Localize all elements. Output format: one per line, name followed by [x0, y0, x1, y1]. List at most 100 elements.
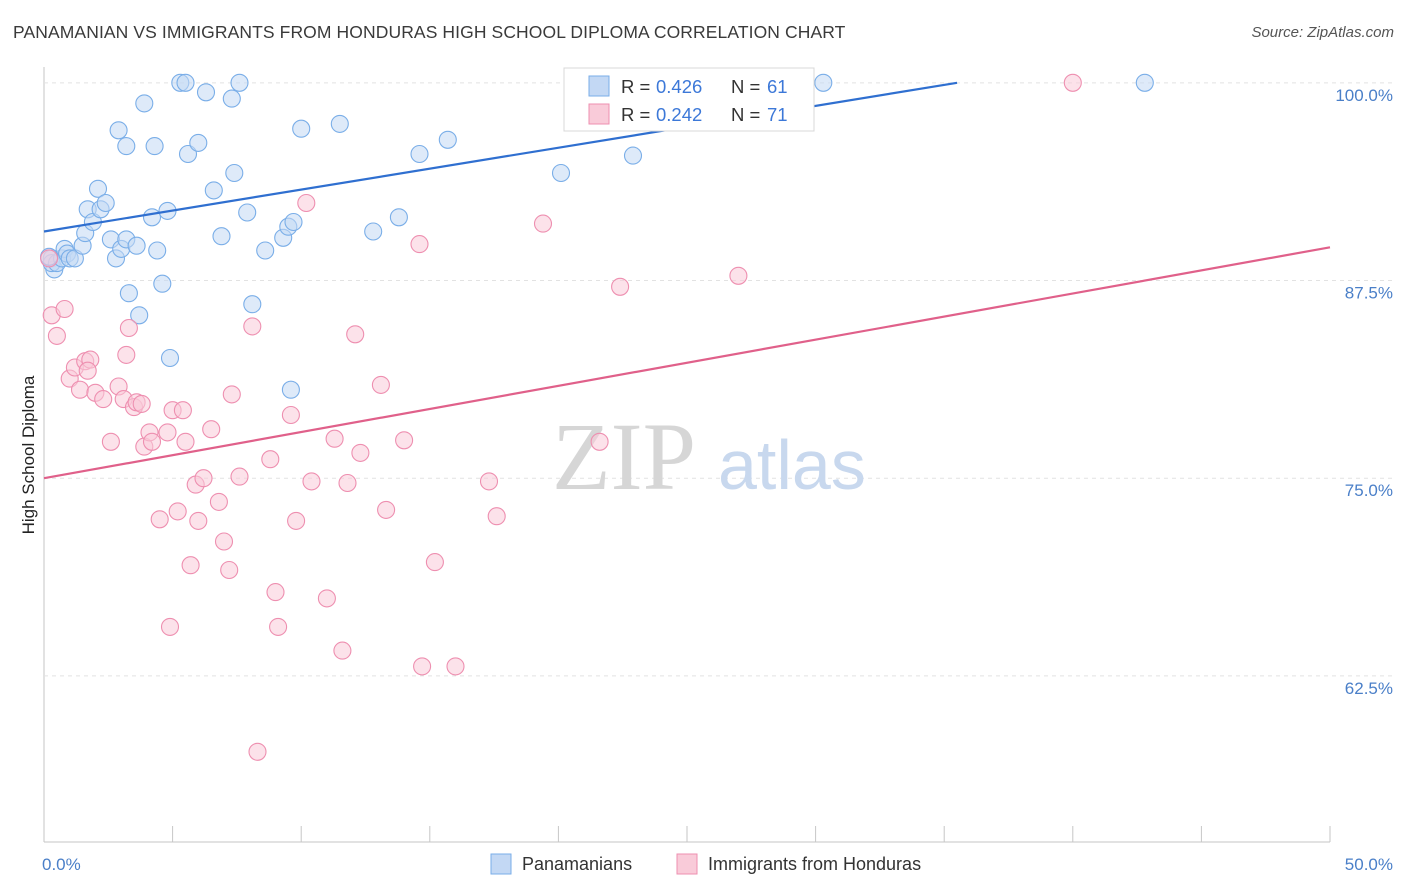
data-point	[330, 114, 349, 133]
data-point	[168, 502, 187, 521]
data-point	[351, 443, 370, 462]
data-point	[130, 306, 149, 325]
legend-swatch-panamanians	[490, 853, 512, 875]
data-point	[101, 432, 120, 451]
data-point	[292, 119, 311, 138]
stats-legend: R = 0.426 N = 61 R = 0.242 N = 71	[563, 67, 815, 132]
data-point	[220, 560, 239, 580]
data-point	[135, 94, 154, 113]
data-point	[70, 380, 90, 399]
data-point	[153, 274, 172, 293]
grid-lines	[44, 82, 1392, 677]
data-point	[266, 583, 285, 602]
data-point	[243, 317, 262, 336]
data-point	[230, 467, 249, 486]
data-point	[413, 657, 432, 676]
watermark-atlas: atlas	[718, 426, 866, 504]
data-point	[78, 361, 97, 380]
data-point	[109, 121, 128, 140]
data-point	[533, 214, 553, 233]
data-point	[389, 208, 408, 227]
data-point	[94, 390, 113, 409]
series-honduras-points	[40, 73, 1082, 761]
data-point	[377, 500, 396, 519]
data-point	[132, 394, 151, 413]
data-point	[178, 144, 198, 164]
source-label: Source: ZipAtlas.com	[1251, 24, 1394, 41]
data-point	[611, 277, 630, 296]
watermark-zip: ZIP	[552, 403, 696, 510]
data-point	[117, 137, 136, 156]
y-tick-label: 75.0%	[1345, 481, 1393, 500]
data-point	[148, 241, 167, 260]
data-point	[55, 299, 74, 319]
stats-r-value-0: 0.426	[656, 76, 702, 97]
data-point	[160, 348, 180, 368]
data-point	[623, 146, 643, 165]
data-point	[261, 450, 280, 469]
data-point	[150, 510, 169, 529]
data-point	[590, 432, 609, 451]
data-point	[127, 236, 146, 255]
data-point	[338, 473, 357, 493]
x-tick-label-min: 0.0%	[42, 855, 81, 874]
data-point	[287, 511, 306, 530]
data-point	[119, 284, 138, 303]
data-point	[142, 432, 162, 451]
stats-n-value-0: 61	[767, 76, 788, 97]
data-point	[371, 375, 390, 394]
data-point	[117, 345, 136, 364]
data-point	[202, 420, 221, 439]
data-point	[438, 130, 457, 149]
data-point	[814, 73, 833, 92]
data-point	[40, 249, 59, 268]
data-point	[222, 89, 241, 108]
data-point	[158, 423, 177, 442]
data-point	[729, 266, 748, 285]
data-point	[88, 179, 108, 198]
data-point	[209, 492, 228, 511]
x-tick-label-max: 50.0%	[1345, 855, 1393, 874]
stats-r-label-0: R =	[621, 76, 655, 97]
data-point	[1135, 73, 1154, 92]
x-ticks	[43, 826, 1331, 842]
data-point	[551, 163, 571, 183]
data-point	[47, 326, 66, 345]
chart-title: PANAMANIAN VS IMMIGRANTS FROM HONDURAS H…	[13, 22, 846, 42]
data-point	[145, 137, 164, 156]
data-point	[317, 589, 336, 608]
trend-line	[43, 246, 1331, 480]
y-tick-label: 62.5%	[1345, 679, 1393, 698]
data-point	[333, 641, 352, 660]
y-tick-labels: 62.5% 75.0% 87.5% 100.0%	[1335, 86, 1393, 698]
data-point	[196, 83, 216, 102]
legend-label-honduras: Immigrants from Honduras	[708, 854, 921, 874]
legend-swatch-honduras	[676, 853, 698, 875]
data-point	[204, 181, 223, 200]
data-point	[1063, 73, 1082, 92]
data-point	[302, 472, 321, 491]
data-point	[230, 73, 249, 92]
stats-n-label-1: N =	[731, 104, 765, 125]
stats-n-value-1: 71	[767, 104, 788, 125]
data-point	[176, 432, 195, 451]
data-point	[181, 556, 200, 575]
data-point	[297, 193, 316, 213]
data-point	[269, 617, 288, 636]
data-point	[96, 193, 115, 213]
data-point	[281, 405, 300, 425]
data-point	[212, 227, 231, 246]
stats-n-label-0: N =	[731, 76, 765, 97]
data-point	[189, 511, 208, 530]
data-point	[225, 163, 244, 183]
stats-r-label-1: R =	[621, 104, 655, 125]
data-point	[142, 208, 162, 227]
bottom-legend: Panamanians Immigrants from Honduras	[490, 853, 921, 875]
data-point	[222, 385, 241, 404]
data-point	[410, 144, 429, 164]
data-point	[346, 325, 365, 344]
data-point	[194, 469, 213, 488]
data-point	[479, 472, 499, 491]
y-axis-label: High School Diploma	[19, 375, 38, 534]
